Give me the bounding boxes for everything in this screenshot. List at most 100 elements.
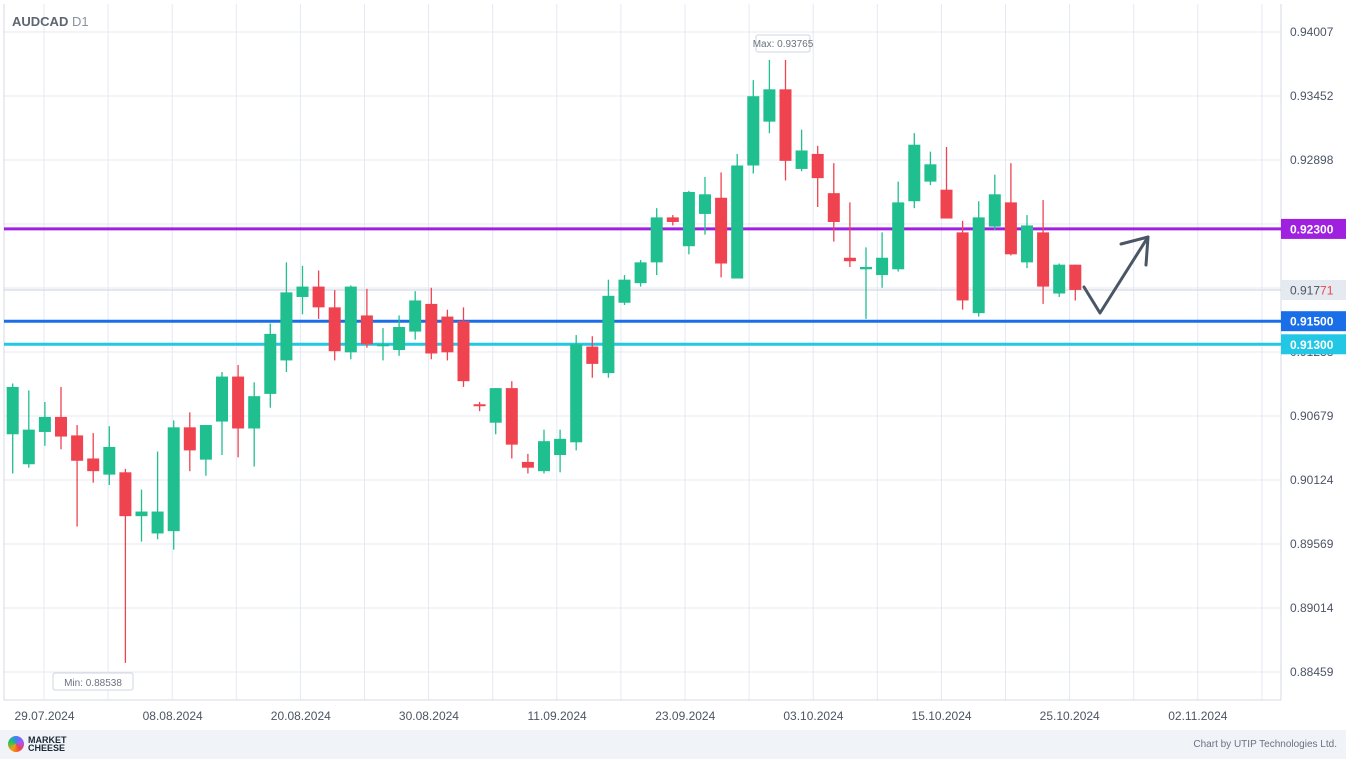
candle-body [554, 438, 567, 456]
candle [280, 262, 293, 372]
candle [924, 151, 937, 186]
candle [135, 489, 148, 542]
candle-body [151, 511, 164, 534]
candle [521, 453, 534, 474]
candle [199, 425, 212, 476]
candle [1053, 263, 1066, 297]
candle [1004, 163, 1017, 256]
candle [55, 386, 67, 450]
candle-body [441, 316, 454, 353]
candle-body [167, 427, 180, 532]
y-tick-label: 0.92898 [1290, 153, 1334, 167]
candle-body [280, 292, 293, 361]
forecast-arrow [1082, 235, 1150, 315]
current-price-tag-bg [1281, 279, 1346, 300]
candle [554, 429, 567, 473]
candle-body [1037, 232, 1050, 287]
candle-body [1021, 225, 1033, 263]
current-price-main: 0.917 [1290, 283, 1320, 297]
price-tag-bg [1281, 334, 1346, 355]
candle [988, 174, 1001, 231]
candle [344, 285, 357, 360]
y-tick-label: 0.90679 [1290, 409, 1334, 423]
candle-body [892, 202, 905, 270]
candle-body [183, 427, 196, 451]
candle [731, 153, 744, 279]
candle [103, 426, 116, 486]
candle-body [988, 194, 1001, 227]
candle [296, 265, 309, 315]
candle-body [199, 425, 212, 460]
candle [715, 172, 728, 278]
candle [248, 382, 261, 467]
candle [682, 190, 695, 255]
candle-body [248, 396, 261, 429]
candle [956, 220, 969, 310]
candle [328, 290, 341, 361]
timeframe-label: D1 [72, 14, 89, 29]
x-tick-label: 02.11.2024 [1168, 709, 1227, 723]
candle-body [1069, 264, 1082, 290]
candle-body [360, 315, 373, 345]
price-tag-label: 0.91500 [1290, 315, 1334, 329]
candle [586, 336, 599, 378]
x-tick-label: 30.08.2024 [399, 709, 459, 723]
min-label-box [52, 672, 134, 691]
candle [425, 287, 438, 360]
candle-body [473, 404, 486, 407]
candle-body [586, 346, 599, 364]
current-price-highlight: 71 [1320, 283, 1334, 297]
x-tick-label: 23.09.2024 [655, 709, 715, 723]
candle-body [103, 446, 116, 475]
candle-body [489, 388, 502, 423]
candle-body [956, 232, 969, 301]
candle [570, 335, 583, 451]
candle-body [747, 96, 760, 166]
horizontal-levels [4, 227, 1281, 346]
candle [763, 59, 776, 134]
candles [6, 59, 1082, 663]
candle [699, 177, 711, 235]
candle [264, 323, 277, 408]
price-tag-bg [1281, 311, 1346, 332]
candle [119, 468, 132, 663]
candle [972, 201, 985, 317]
x-tick-label: 20.08.2024 [271, 709, 331, 723]
candle [22, 390, 35, 468]
candle-body [602, 295, 615, 374]
candle [441, 309, 454, 361]
candle-body [763, 89, 776, 122]
candle-body [6, 386, 19, 435]
price-tag-label: 0.92300 [1290, 222, 1334, 236]
candle-body [425, 303, 438, 354]
candle [87, 433, 100, 483]
candle [860, 247, 872, 319]
candle [811, 145, 824, 207]
candle [602, 279, 615, 378]
max-label-box [755, 34, 811, 53]
y-tick-label: 0.89014 [1290, 601, 1334, 615]
max-label: Max: 0.93765 [753, 39, 814, 50]
candle-body [924, 164, 937, 182]
candle-body [377, 344, 389, 347]
x-tick-label: 15.10.2024 [912, 709, 972, 723]
candle-body [87, 458, 100, 472]
candle [505, 381, 518, 459]
brand-logo: MARKET CHEESE [8, 736, 67, 753]
candle-body [860, 266, 872, 270]
candle-body [731, 165, 744, 279]
forecast-arrow-line [1082, 235, 1150, 315]
candle [634, 260, 647, 287]
candle-body [521, 461, 534, 468]
candle [6, 383, 19, 474]
candle [360, 288, 373, 348]
candle [618, 275, 631, 306]
candle [1021, 215, 1033, 269]
grid [3, 4, 1282, 701]
candle [151, 451, 164, 540]
candle-body [940, 189, 953, 219]
candle [489, 388, 502, 435]
candle [473, 401, 486, 412]
candle-body [538, 441, 550, 472]
